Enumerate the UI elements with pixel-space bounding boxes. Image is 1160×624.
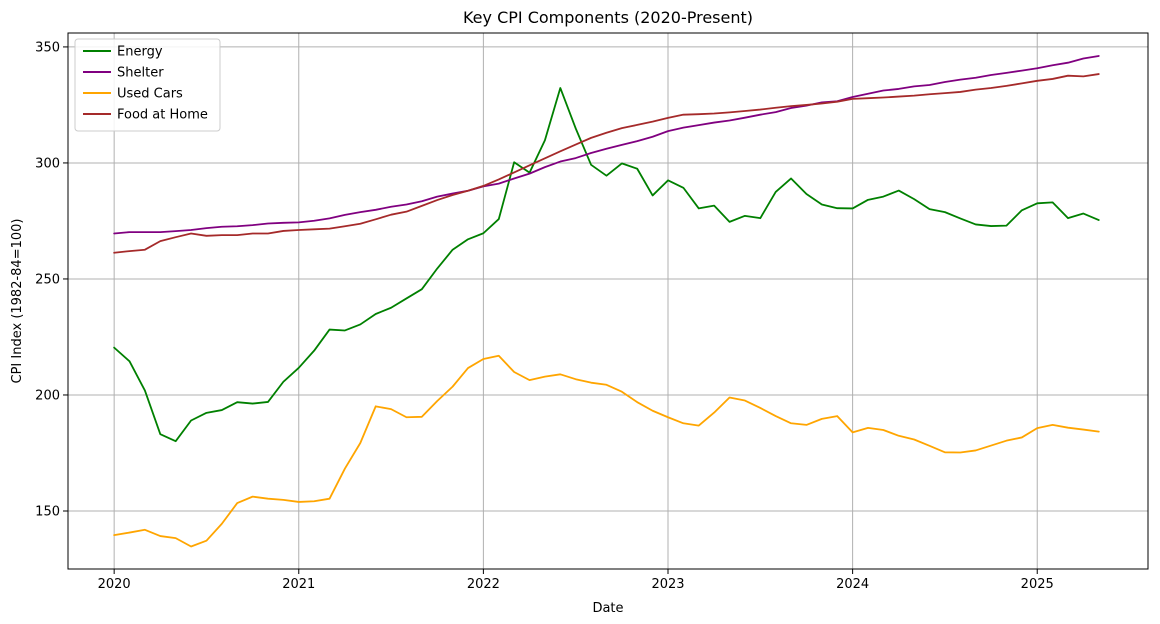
x-tick-label: 2024 [836,577,869,592]
plot-area-frame [67,32,1149,570]
legend-label: Shelter [117,66,164,81]
y-tick-label: 300 [35,156,60,171]
legend-label: Food at Home [117,108,208,123]
series-line-used-cars [113,354,1100,548]
x-tick-label: 2020 [98,577,131,592]
series-line-food-at-home [113,73,1100,254]
x-tick-label: 2023 [651,577,684,592]
legend: Energy Shelter Used Cars Food at Home [74,38,221,132]
x-tick-label: 2021 [282,577,315,592]
y-axis-label: CPI Index (1982-84=100) [10,219,25,384]
series-lines [113,55,1100,548]
x-tick-label: 2022 [467,577,500,592]
legend-label: Used Cars [117,87,183,102]
legend-label: Energy [117,45,163,60]
legend-box [74,38,221,132]
series-line-energy [113,87,1100,443]
series-line-shelter [113,55,1100,235]
y-tick-label: 250 [35,272,60,287]
y-tick-label: 350 [35,40,60,55]
y-axis-ticks: 150 200 250 300 350 [35,40,68,519]
grid-lines [68,33,1148,569]
x-axis-ticks: 2020 2021 2022 2023 2024 2025 [98,569,1054,592]
x-axis-label: Date [592,601,623,616]
x-tick-label: 2025 [1021,577,1054,592]
y-tick-label: 200 [35,388,60,403]
chart-title: Key CPI Components (2020-Present) [463,8,753,27]
y-tick-label: 150 [35,504,60,519]
